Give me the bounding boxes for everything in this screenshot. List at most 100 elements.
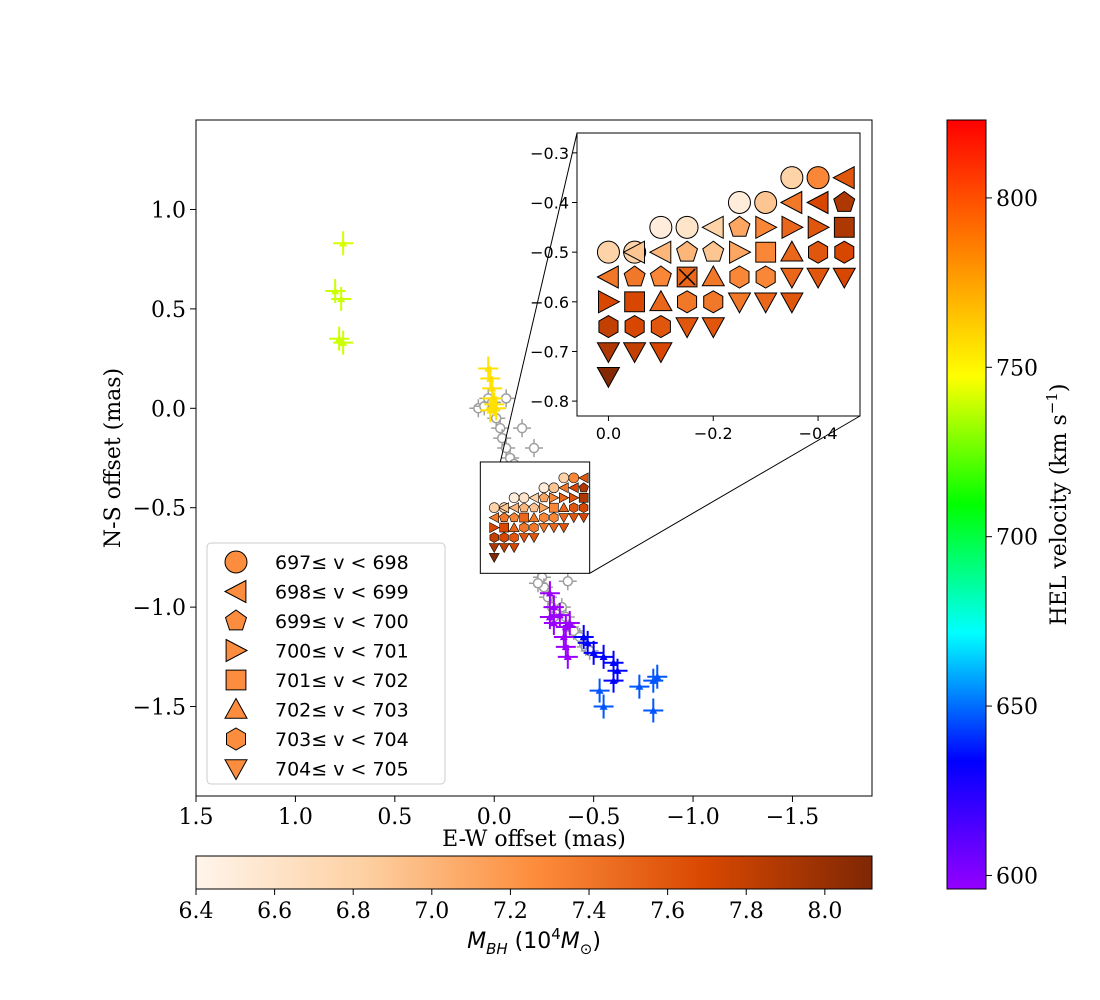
inset-marker [728,215,751,237]
inset-marker [779,190,803,215]
inset-marker [701,317,726,339]
velocity-marker [545,589,554,597]
gray-marker [496,432,508,444]
x-tick-label: 0.0 [477,805,512,830]
legend-marker [226,727,246,751]
velocity-marker [335,334,344,342]
inset-marker [649,289,673,312]
inset-marker [675,215,699,239]
mini-marker [568,472,580,484]
mini-marker [569,492,580,504]
inset-marker [780,166,804,190]
velocity-point [593,644,614,669]
x-tick-label: −0.5 [567,805,620,830]
inset-marker [781,215,804,240]
mini-marker [518,502,530,513]
velocity-point [333,330,354,355]
mini-marker [509,532,519,543]
legend-marker [224,550,248,574]
mini-marker [499,532,509,543]
inset-marker [807,215,831,240]
legend-label: 704≤ v < 705 [275,759,409,781]
x-tick-label: 0.5 [377,805,412,830]
mini-marker [528,502,540,513]
inset-marker [834,240,855,264]
x-tick-label: 1.0 [278,805,313,830]
velocity-tick-label: 650 [996,695,1038,720]
inset-marker [675,317,699,339]
inset-y-tick-label: −0.6 [530,293,569,312]
inset-marker [648,240,672,265]
x-axis-label: E-W offset (mas) [442,827,626,852]
velocity-tick-label: 800 [996,187,1038,212]
gray-point [497,439,516,458]
inset-marker [806,190,829,215]
y-tick-label: 0.5 [151,298,186,323]
inset-marker [598,289,621,314]
velocity-marker [599,652,608,660]
velocity-colorbar-bar [946,119,987,890]
velocity-point [559,611,580,636]
gray-marker [516,422,528,434]
inset-marker [649,265,672,287]
mini-marker [488,543,500,554]
velocity-marker [649,706,658,714]
mini-marker [558,513,570,524]
mini-marker [499,512,510,522]
y-tick-label: −1.5 [133,696,186,721]
x-tick-label: −1.5 [766,805,819,830]
inset-marker [727,292,752,314]
mini-marker [579,502,589,514]
velocity-point [629,674,650,699]
mini-marker [568,513,580,524]
mass-tick-label: 6.6 [257,899,292,924]
gray-point [558,572,577,591]
inset-x-tick-label: −0.4 [799,424,838,443]
y-tick-label: −1.0 [133,596,186,621]
x-tick-label: 1.5 [179,805,214,830]
mini-marker [559,492,570,504]
velocity-point [480,398,501,423]
inset-x-tick-label: −0.2 [694,424,733,443]
inset-marker [780,240,804,262]
velocity-marker [613,666,622,674]
mini-marker [548,523,560,534]
mini-marker [568,482,579,494]
velocity-marker [649,676,658,684]
inset-marker [833,190,856,212]
velocity-colorbar: 600 650 700 750 800 HEL velocity (km s−1) [946,119,1072,890]
velocity-point [603,668,624,693]
mini-marker [528,492,539,504]
velocity-point [643,698,664,723]
x-tick-label: −1.0 [666,805,719,830]
inset-marker [596,367,621,389]
mass-tick-label: 7.0 [414,899,449,924]
connector-line [499,132,578,463]
velocity-point [647,664,668,689]
mini-marker [549,512,559,523]
velocity-marker [563,652,572,660]
gray-point [525,439,543,458]
mini-marker [518,533,530,544]
mini-marker [558,502,570,512]
velocity-marker [653,672,662,680]
legend-marker [224,697,248,719]
mini-marker [539,502,550,514]
mass-tick-label: 6.8 [336,899,371,924]
label-part: (10 [508,929,552,954]
legend-label: 699≤ v < 700 [275,611,409,633]
inset-marker [833,216,855,238]
inset-marker [780,267,804,290]
mini-marker [528,511,540,522]
legend-marker [225,669,247,691]
legend: 697≤ v < 698 698≤ v < 699 699≤ v < 700 700≤… [206,542,446,785]
mini-marker [528,533,540,544]
inset-marker [649,215,673,239]
velocity-marker [339,239,348,247]
velocity-marker [579,632,588,641]
velocity-point [589,678,610,703]
velocity-tick-label: 750 [996,356,1038,381]
gray-marker [528,442,540,454]
velocity-point [593,694,614,719]
